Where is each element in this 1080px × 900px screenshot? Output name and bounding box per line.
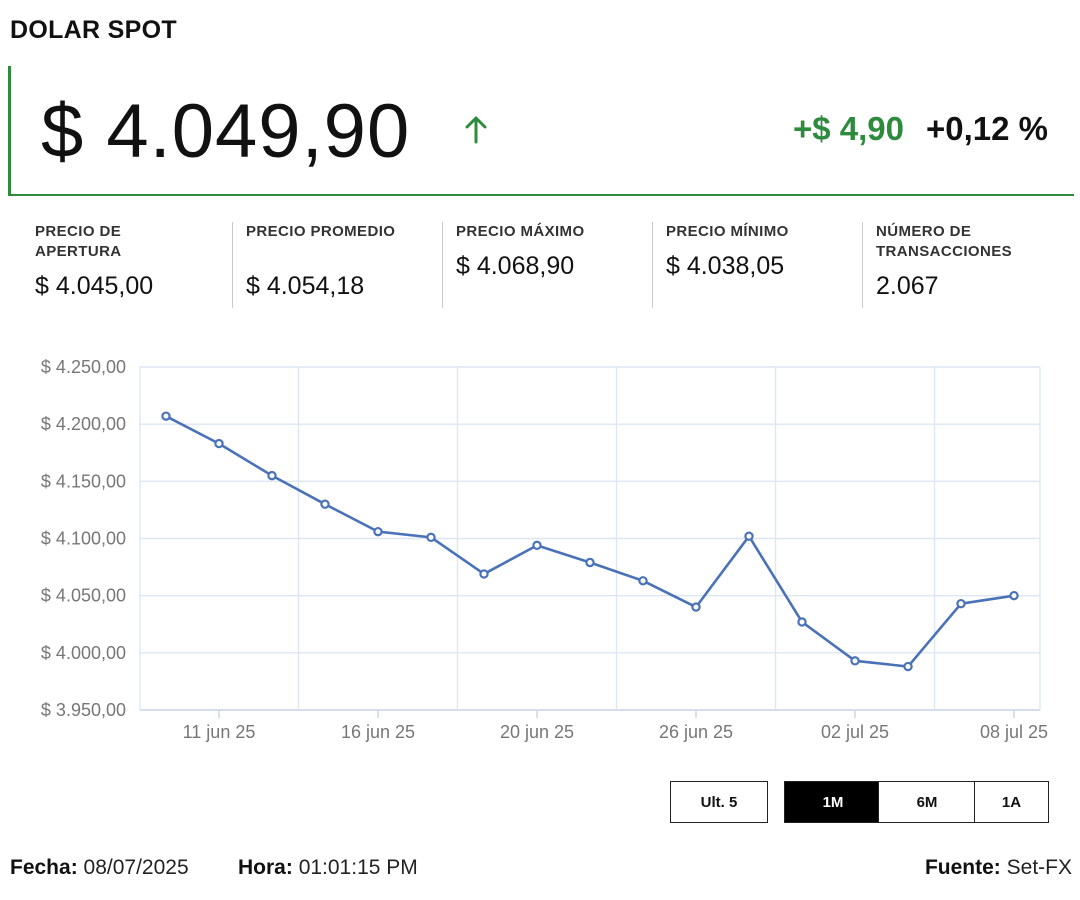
- change-percent: +0,12 %: [925, 110, 1048, 147]
- data-point: [797, 617, 807, 627]
- footer-time: Hora: 01:01:15 PM: [238, 856, 418, 880]
- stat-label: PRECIO PROMEDIO: [245, 223, 396, 240]
- price-panel: $ 4.049,90 +$ 4,90 +0,12 %: [8, 66, 1074, 196]
- current-price: $ 4.049,90: [41, 89, 411, 174]
- range-button-6m[interactable]: 6M: [878, 781, 976, 823]
- stat-value: $ 4.038,05: [665, 252, 785, 280]
- stat-value: $ 4.054,18: [245, 272, 365, 300]
- y-tick-label: $ 4.250,00: [41, 357, 126, 377]
- stat-transactions: NÚMERO DE TRANSACCIONES 2.067: [861, 222, 1072, 308]
- stat-value: $ 4.045,00: [35, 272, 154, 300]
- footer-source: Fuente: Set-FX: [925, 856, 1072, 880]
- stat-max-price: PRECIO MÁXIMO $ 4.068,90: [441, 222, 652, 308]
- data-point: [956, 598, 966, 609]
- y-tick-label: $ 4.050,00: [41, 586, 126, 606]
- range-button-1a[interactable]: 1A: [974, 781, 1049, 823]
- stat-value: $ 4.068,90: [455, 252, 575, 280]
- stats-row: PRECIO DE APERTURA $ 4.045,00 PRECIO PRO…: [22, 222, 1072, 308]
- data-point: [267, 470, 277, 481]
- stat-label: NÚMERO DE TRANSACCIONES: [875, 223, 1013, 260]
- y-tick-label: $ 4.200,00: [41, 414, 126, 434]
- data-point: [691, 602, 701, 612]
- stat-value: 2.067: [875, 272, 939, 300]
- y-tick-label: $ 4.000,00: [41, 643, 126, 663]
- stat-label: PRECIO MÁXIMO: [455, 223, 585, 240]
- data-point: [850, 656, 860, 666]
- date-value: 08/07/2025: [83, 856, 189, 879]
- price-series-line: [165, 415, 1015, 668]
- data-point: [373, 526, 383, 537]
- stat-min-price: PRECIO MÍNIMO $ 4.038,05: [651, 222, 862, 308]
- data-point: [903, 661, 913, 672]
- data-point: [1009, 590, 1019, 601]
- arrow-up-icon: [465, 116, 487, 144]
- data-point: [426, 532, 436, 543]
- y-tick-label: $ 4.100,00: [41, 529, 126, 549]
- data-point: [479, 569, 489, 579]
- data-point: [320, 499, 330, 509]
- range-button-last5[interactable]: Ult. 5: [670, 781, 768, 823]
- price-chart: $ 4.250,00 $ 4.200,00 $ 4.150,00 $ 4.100,00…: [0, 340, 1080, 760]
- date-label: Fecha:: [10, 856, 78, 879]
- data-point: [214, 438, 224, 449]
- page-title: DOLAR SPOT: [10, 16, 177, 44]
- stat-average-price: PRECIO PROMEDIO $ 4.054,18: [231, 222, 442, 308]
- x-tick-label: 08 jul 25: [980, 722, 1048, 742]
- data-point: [638, 576, 648, 586]
- y-tick-label: $ 3.950,00: [41, 700, 126, 720]
- x-tick-label: 02 jul 25: [821, 722, 889, 742]
- x-tick-label: 11 jun 25: [183, 722, 256, 742]
- time-label: Hora:: [238, 856, 293, 879]
- x-tick-label: 26 jun 25: [659, 722, 733, 742]
- y-tick-label: $ 4.150,00: [41, 471, 126, 491]
- data-point: [744, 531, 754, 541]
- line-chart-svg: $ 4.250,00 $ 4.200,00 $ 4.150,00 $ 4.100,00…: [41, 357, 1048, 742]
- data-point: [585, 557, 595, 568]
- footer-date: Fecha: 08/07/2025: [10, 856, 189, 880]
- change-absolute: +$ 4,90: [792, 110, 904, 147]
- time-value: 01:01:15 PM: [298, 856, 418, 879]
- x-tick-label: 20 jun 25: [500, 722, 574, 742]
- source-label: Fuente:: [924, 856, 1001, 879]
- data-point: [161, 411, 171, 421]
- source-value: Set-FX: [1006, 856, 1072, 879]
- stat-opening-price: PRECIO DE APERTURA $ 4.045,00: [22, 222, 232, 308]
- stat-label: PRECIO DE APERTURA: [35, 223, 122, 260]
- stat-label: PRECIO MÍNIMO: [665, 223, 789, 240]
- data-point: [532, 540, 542, 551]
- x-tick-label: 16 jun 25: [341, 722, 415, 742]
- range-button-1m[interactable]: 1M: [784, 781, 882, 823]
